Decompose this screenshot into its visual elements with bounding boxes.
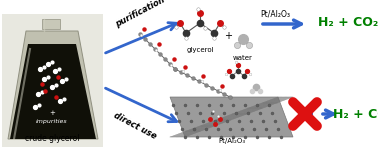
Polygon shape bbox=[42, 19, 60, 29]
Text: impurities: impurities bbox=[36, 118, 68, 124]
Text: Pt/Al₂O₃: Pt/Al₂O₃ bbox=[260, 10, 290, 18]
Text: +: + bbox=[49, 110, 55, 116]
Text: H₂ + CO₂: H₂ + CO₂ bbox=[318, 17, 378, 30]
Polygon shape bbox=[10, 44, 96, 139]
Text: purification: purification bbox=[114, 0, 166, 29]
Polygon shape bbox=[8, 31, 98, 139]
Polygon shape bbox=[2, 14, 103, 147]
Text: direct use: direct use bbox=[112, 111, 158, 141]
Text: H₂ + CO₂: H₂ + CO₂ bbox=[333, 107, 378, 121]
Text: glycerol: glycerol bbox=[186, 47, 214, 53]
Text: Pt/Al₂O₃: Pt/Al₂O₃ bbox=[218, 138, 245, 144]
Text: +: + bbox=[224, 31, 232, 41]
Polygon shape bbox=[170, 97, 293, 137]
Text: crude glycerol: crude glycerol bbox=[25, 134, 79, 143]
Text: water: water bbox=[233, 55, 253, 61]
